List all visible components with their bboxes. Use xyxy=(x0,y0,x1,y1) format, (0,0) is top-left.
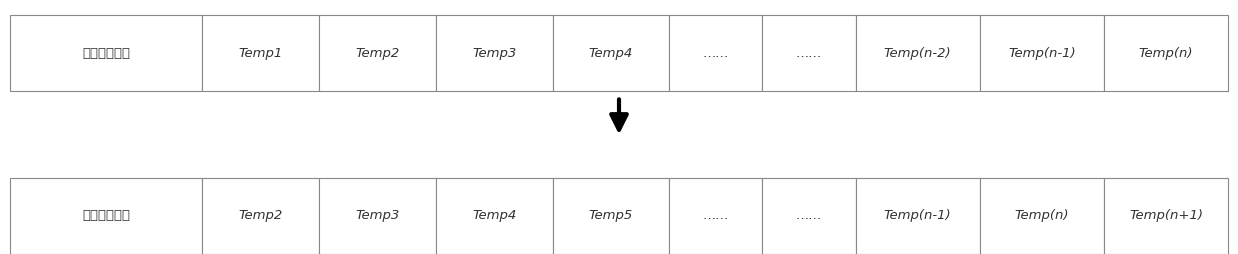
Text: Temp(n+1): Temp(n+1) xyxy=(1129,209,1203,223)
Bar xyxy=(763,15,855,91)
Bar xyxy=(979,15,1104,91)
Bar xyxy=(763,178,855,254)
Text: Temp(n-1): Temp(n-1) xyxy=(884,209,952,223)
Bar xyxy=(319,15,436,91)
Text: ……: …… xyxy=(703,209,729,223)
Bar xyxy=(552,15,670,91)
Bar xyxy=(670,15,763,91)
Bar xyxy=(436,15,552,91)
Text: Temp1: Temp1 xyxy=(239,47,282,60)
Text: Temp2: Temp2 xyxy=(355,47,400,60)
Text: Temp2: Temp2 xyxy=(239,209,282,223)
Text: ……: …… xyxy=(703,47,729,60)
Text: Temp(n-1): Temp(n-1) xyxy=(1008,47,1076,60)
Bar xyxy=(10,15,202,91)
Bar xyxy=(10,178,202,254)
Text: Temp5: Temp5 xyxy=(589,209,633,223)
Bar xyxy=(979,178,1104,254)
Text: Temp(n): Temp(n) xyxy=(1015,209,1070,223)
Text: Temp4: Temp4 xyxy=(472,209,516,223)
Bar xyxy=(319,178,436,254)
Bar xyxy=(552,178,670,254)
Bar xyxy=(670,178,763,254)
Text: Temp(n-2): Temp(n-2) xyxy=(884,47,952,60)
Bar xyxy=(855,15,979,91)
Text: Temp3: Temp3 xyxy=(472,47,516,60)
Bar xyxy=(202,178,319,254)
Bar xyxy=(855,178,979,254)
Text: ……: …… xyxy=(796,47,822,60)
Bar xyxy=(202,15,319,91)
Bar xyxy=(1104,178,1228,254)
Text: Temp(n): Temp(n) xyxy=(1139,47,1193,60)
Text: 温度缓存队列: 温度缓存队列 xyxy=(82,47,130,60)
Text: ……: …… xyxy=(796,209,822,223)
Text: 温度缓存队列: 温度缓存队列 xyxy=(82,209,130,223)
Text: Temp3: Temp3 xyxy=(355,209,400,223)
Text: Temp4: Temp4 xyxy=(589,47,633,60)
Bar xyxy=(1104,15,1228,91)
Bar xyxy=(436,178,552,254)
